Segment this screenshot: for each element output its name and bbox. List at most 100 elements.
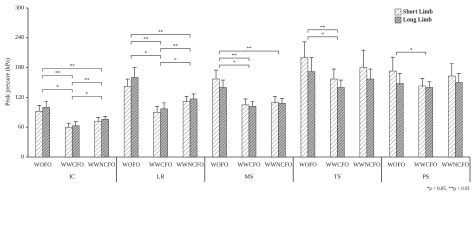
error-bar (214, 69, 219, 80)
error-bar (250, 101, 255, 107)
bar (271, 102, 279, 158)
x-tick-label: WOFO (34, 162, 52, 168)
x-tick-label: WOFO (387, 162, 405, 168)
bar (337, 87, 345, 158)
bar (189, 98, 198, 158)
bar (455, 82, 463, 158)
bar (418, 85, 427, 158)
error-bar (132, 67, 137, 78)
bar (212, 78, 220, 158)
bar (330, 78, 338, 158)
x-tick-label: WWNCFO (353, 162, 381, 168)
significance-label: ** (143, 38, 149, 43)
legend-label: Short Limb (403, 9, 434, 15)
error-bar (302, 41, 307, 58)
bar (42, 107, 50, 158)
bar (300, 57, 309, 158)
significance-label: ** (173, 45, 179, 50)
error-bar (184, 96, 189, 102)
significance-bracket (396, 51, 427, 56)
significance-label: * (145, 52, 148, 57)
significance-bracket (130, 41, 161, 45)
error-bar (449, 63, 454, 77)
error-bar (397, 73, 402, 84)
group-label: MS (245, 174, 254, 180)
significance-bracket (219, 64, 250, 69)
x-tick-label: WOFO (122, 162, 140, 168)
bar (35, 111, 43, 158)
y-tick-label: 0 (21, 154, 24, 160)
bar (396, 83, 404, 158)
bar (241, 104, 250, 158)
x-tick-label: WWCFO (238, 162, 262, 168)
significance-bracket (42, 75, 73, 79)
bar (71, 125, 80, 158)
bar (182, 101, 191, 158)
significance-bracket (160, 62, 191, 66)
error-bar (279, 98, 284, 104)
bar (94, 120, 102, 158)
error-bar (103, 115, 108, 120)
significance-bracket (307, 29, 338, 33)
error-bar (427, 81, 432, 88)
significance-label: * (86, 93, 89, 98)
significance-label: ** (55, 72, 61, 77)
error-bar (73, 121, 78, 126)
y-tick-label: 180 (15, 65, 24, 71)
x-tick-label: WWNCFO (265, 162, 293, 168)
error-bar (390, 56, 395, 72)
x-tick-label: WWNCFO (88, 162, 116, 168)
x-tick-label: WOFO (211, 162, 229, 168)
significance-bracket (219, 50, 279, 55)
significance-bracket (130, 34, 191, 38)
footnote: *p < 0.05, **p < 0.01 (427, 187, 471, 192)
x-tick-label: WWCFO (326, 162, 350, 168)
y-tick-label: 120 (15, 95, 24, 101)
error-bar (309, 57, 314, 72)
x-tick-label: WWNCFO (176, 162, 204, 168)
bar (359, 67, 368, 158)
significance-bracket (307, 36, 338, 40)
bar (389, 70, 397, 158)
x-tick-label: WWNCFO (442, 162, 470, 168)
bar (248, 106, 257, 158)
bar (425, 87, 434, 158)
significance-label: * (56, 86, 59, 91)
significance-bracket (160, 48, 191, 52)
y-tick-label: 60 (18, 125, 24, 131)
group-label: TS (334, 174, 341, 180)
error-bar (338, 79, 343, 88)
significance-bracket (219, 57, 250, 62)
x-tick-label: WWCFO (149, 162, 173, 168)
significance-label: ** (70, 65, 76, 70)
significance-label: ** (158, 31, 164, 36)
bar (130, 77, 139, 158)
bar (278, 103, 286, 158)
error-bar (191, 93, 196, 99)
error-bar (420, 78, 425, 86)
x-tick-label: WWCFO (61, 162, 85, 168)
significance-label: ** (320, 26, 326, 31)
bar (160, 108, 168, 158)
error-bar (221, 79, 226, 88)
significance-label: * (174, 59, 177, 64)
bar (123, 86, 132, 158)
error-bar (37, 105, 42, 112)
significance-label: * (233, 61, 236, 66)
error-bar (44, 101, 49, 108)
error-bar (368, 68, 373, 80)
legend-swatch (394, 16, 402, 24)
chart: Peak pressure (kPa) *p < 0.05, **p < 0.0… (4, 5, 471, 192)
significance-label: ** (84, 79, 90, 84)
significance-bracket (71, 82, 102, 86)
bar (366, 78, 375, 158)
group-label: PS (422, 174, 429, 180)
error-bar (162, 102, 167, 109)
significance-bracket (130, 55, 161, 59)
bar (101, 119, 109, 158)
x-tick-label: WWCFO (414, 162, 438, 168)
bar (64, 126, 73, 158)
legend-label: Long Limb (403, 17, 433, 23)
bar (153, 112, 161, 158)
error-bar (331, 68, 336, 80)
